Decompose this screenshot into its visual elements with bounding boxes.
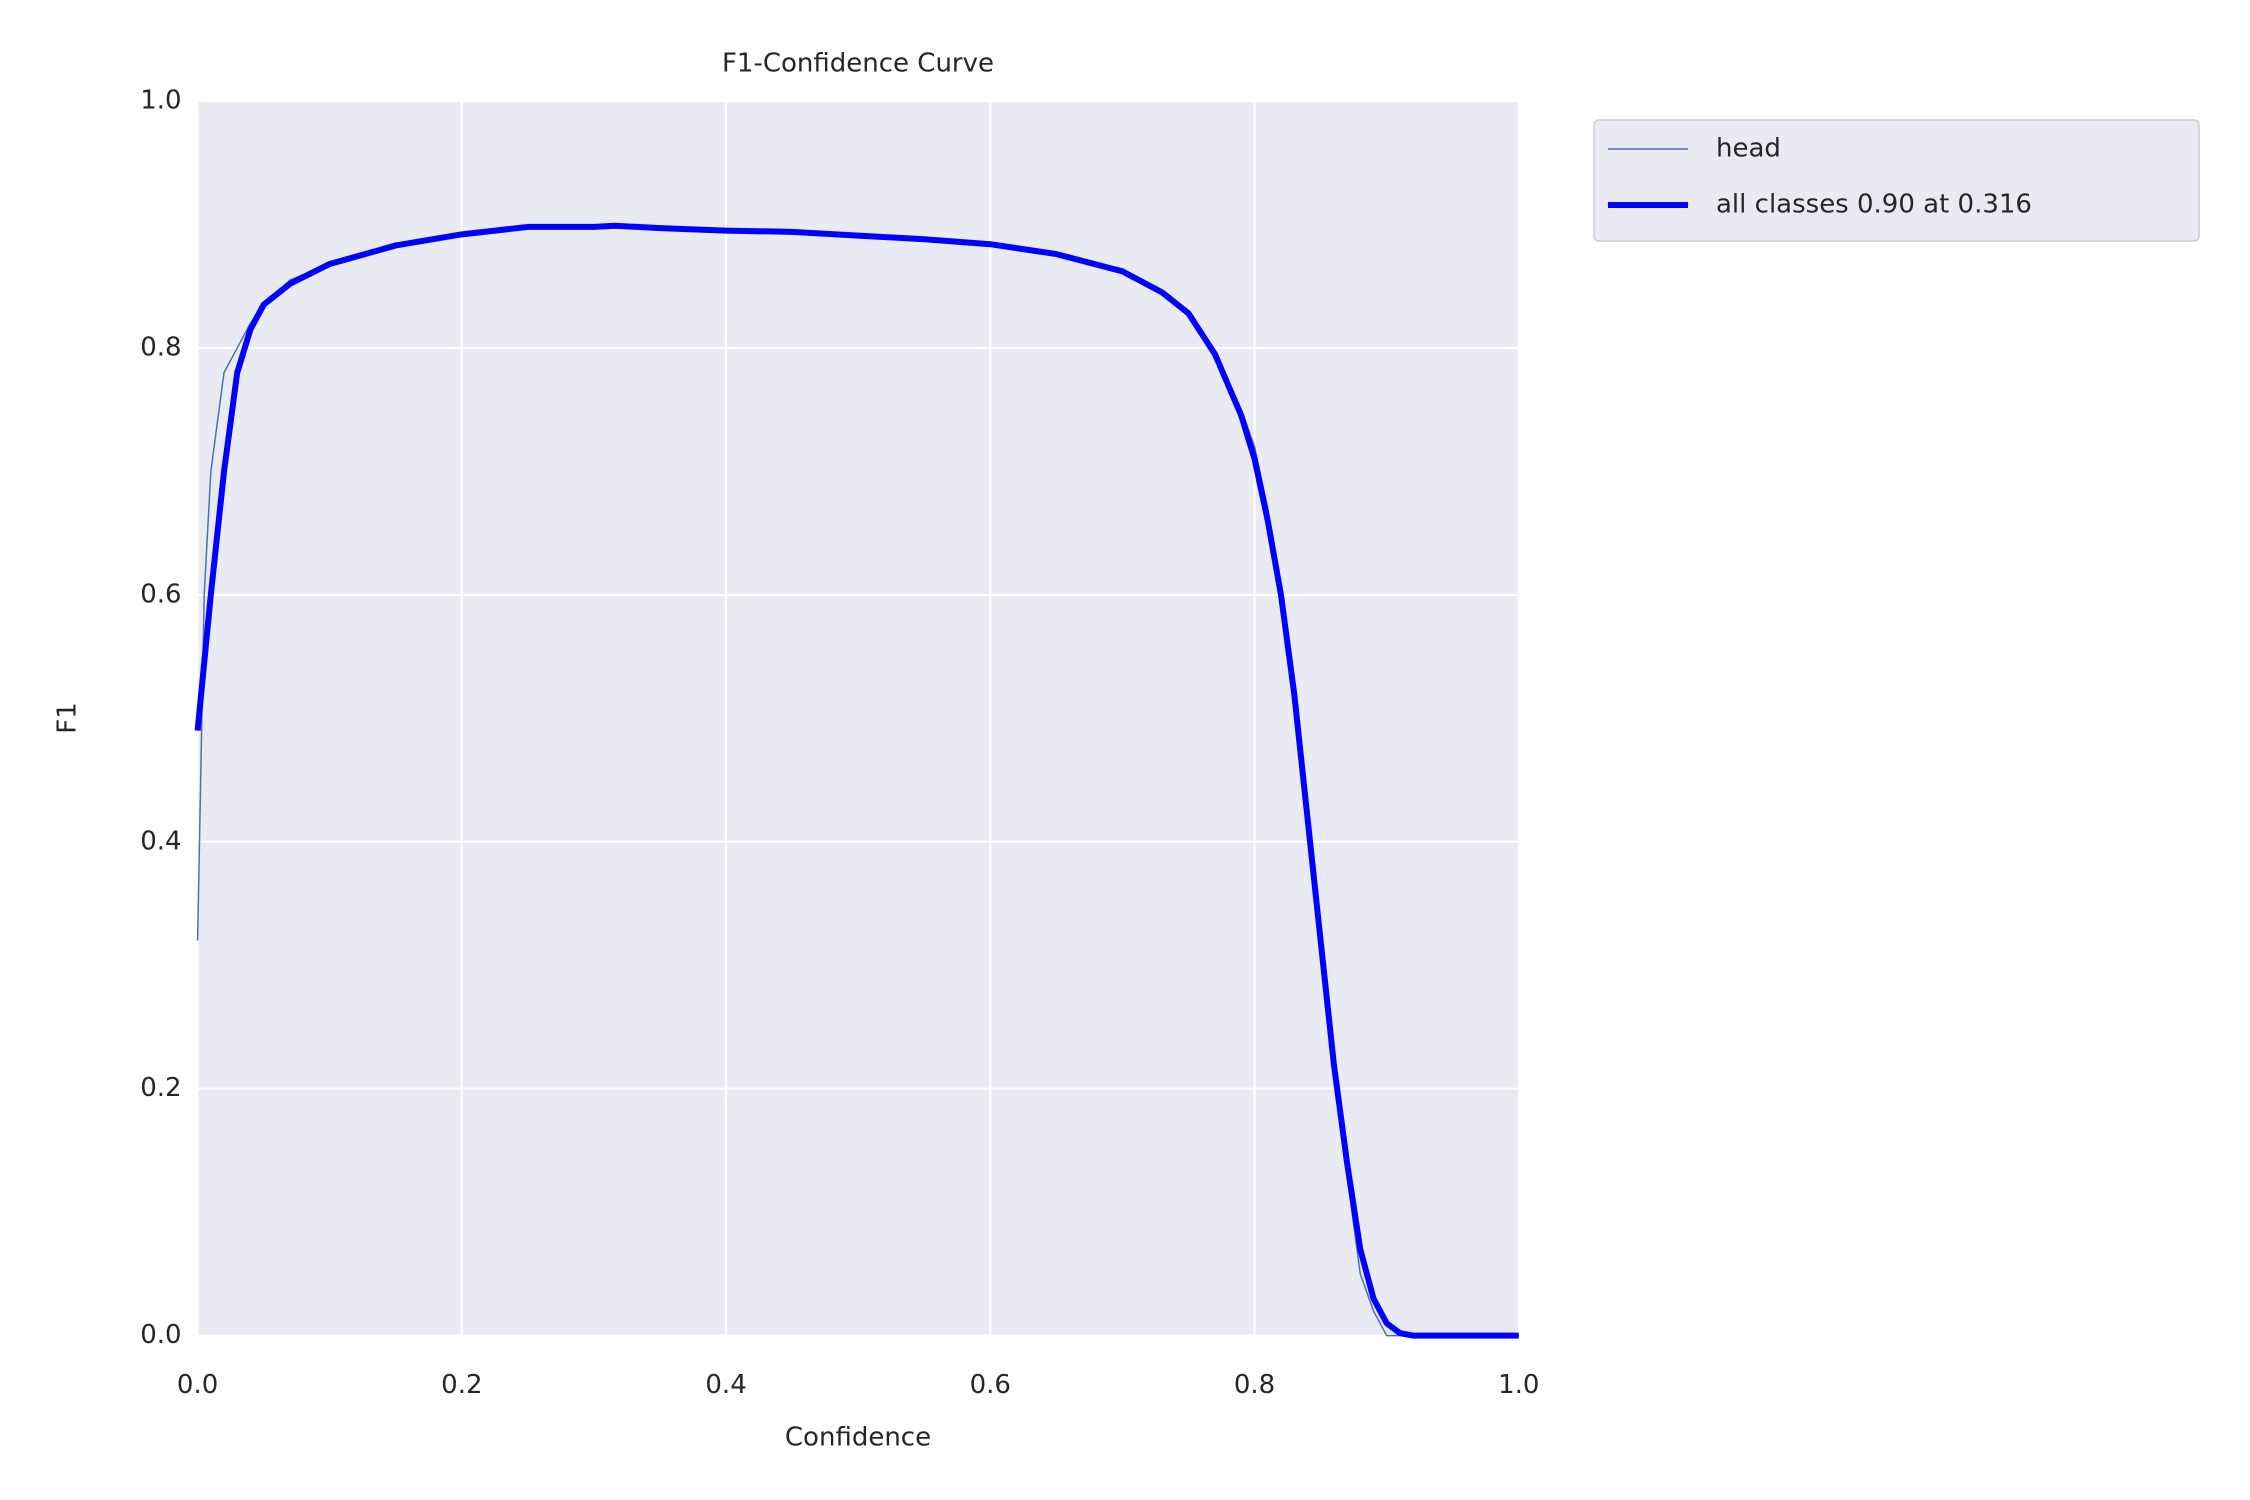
y-axis-label: F1 <box>53 702 83 734</box>
grid <box>196 100 1520 1337</box>
x-tick-label: 0.4 <box>705 1370 746 1400</box>
legend-label: all classes 0.90 at 0.316 <box>1716 190 2032 220</box>
legend-label: head <box>1716 134 1781 164</box>
x-tick-label: 0.8 <box>1234 1370 1275 1400</box>
lines <box>194 222 1519 1339</box>
y-tick-label: 0.8 <box>140 332 181 362</box>
y-tick-label: 0.4 <box>140 826 181 856</box>
legend <box>1593 119 2200 242</box>
y-tick-label: 0.0 <box>140 1320 181 1350</box>
chart-title: F1-Confidence Curve <box>722 49 994 79</box>
x-tick-label: 0.2 <box>441 1370 482 1400</box>
x-tick-label: 1.0 <box>1498 1370 1539 1400</box>
y-tick-label: 0.2 <box>140 1073 181 1103</box>
plot-area <box>197 101 1519 1336</box>
y-tick-label: 0.6 <box>140 579 181 609</box>
x-tick-label: 0.0 <box>177 1370 218 1400</box>
series-line <box>194 222 1519 1339</box>
x-axis-label: Confidence <box>785 1423 931 1453</box>
y-tick-label: 1.0 <box>140 86 181 116</box>
x-tick-label: 0.6 <box>970 1370 1011 1400</box>
legend-entries: head all classes 0.90 at 0.316 <box>1608 134 2032 220</box>
